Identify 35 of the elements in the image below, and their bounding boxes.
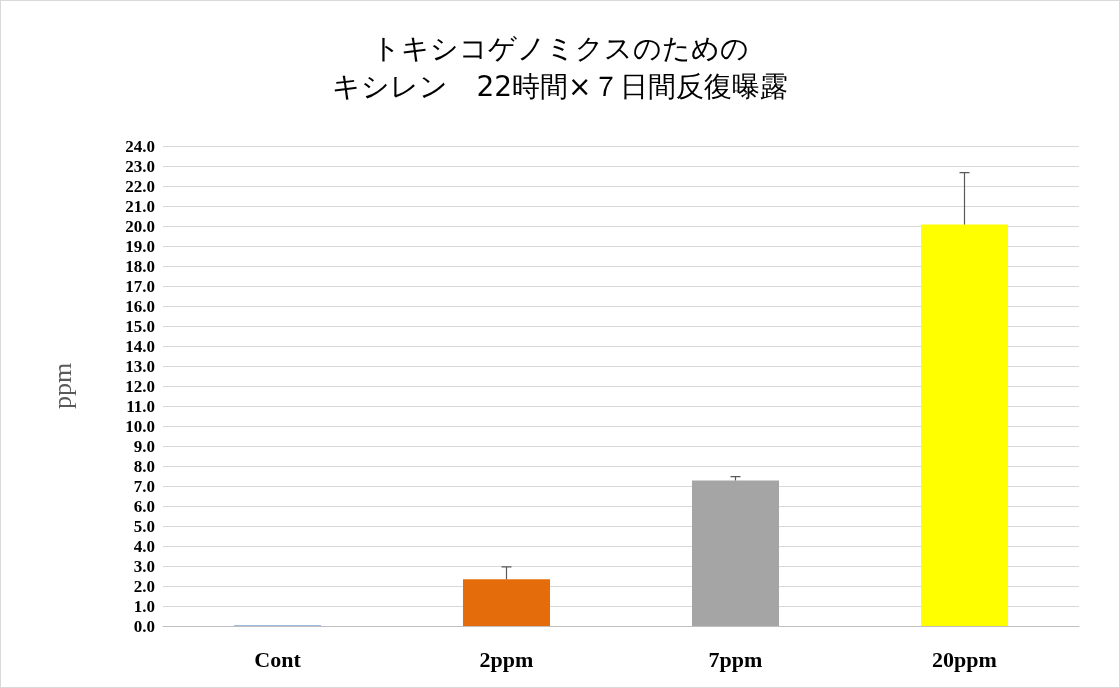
y-tick-label: 4.0: [133, 536, 155, 556]
y-tick-label: 8.0: [133, 456, 155, 476]
y-tick-label: 3.0: [133, 556, 155, 576]
y-tick-label: 23.0: [125, 156, 155, 176]
y-tick-label: 2.0: [133, 576, 155, 596]
y-tick-label: 5.0: [133, 516, 155, 536]
y-tick-label: 17.0: [125, 276, 155, 296]
x-tick-label: 20ppm: [932, 646, 997, 672]
y-tick-label: 20.0: [125, 216, 155, 236]
y-tick-label: 9.0: [133, 436, 155, 456]
chart-title: トキシコゲノミクスのための: [371, 31, 749, 65]
bar: [920, 224, 1009, 626]
y-tick-label: 15.0: [125, 316, 155, 336]
y-tick-label: 24.0: [125, 136, 155, 156]
y-tick-label: 11.0: [126, 396, 155, 416]
y-tick-label: 22.0: [125, 176, 155, 196]
x-tick-label: 2ppm: [479, 646, 534, 672]
bar: [691, 480, 780, 626]
y-tick-label: 18.0: [125, 256, 155, 276]
y-tick-label: 13.0: [125, 356, 155, 376]
bar: [462, 579, 551, 626]
chart-subtitle: キシレン 22時間×７日間反復曝露: [332, 69, 788, 103]
y-tick-label: 19.0: [125, 236, 155, 256]
y-tick-label: 12.0: [125, 376, 155, 396]
y-tick-label: 10.0: [125, 416, 155, 436]
x-tick-label: Cont: [254, 646, 302, 672]
y-tick-label: 14.0: [125, 336, 155, 356]
y-tick-label: 1.0: [133, 596, 155, 616]
y-axis-title: ppm: [47, 362, 77, 410]
y-tick-label: 6.0: [133, 496, 155, 516]
x-tick-label: 7ppm: [708, 646, 763, 672]
y-tick-label: 7.0: [133, 476, 155, 496]
y-tick-label: 0.0: [133, 616, 155, 636]
y-tick-label: 16.0: [125, 296, 155, 316]
y-tick-label: 21.0: [125, 196, 155, 216]
